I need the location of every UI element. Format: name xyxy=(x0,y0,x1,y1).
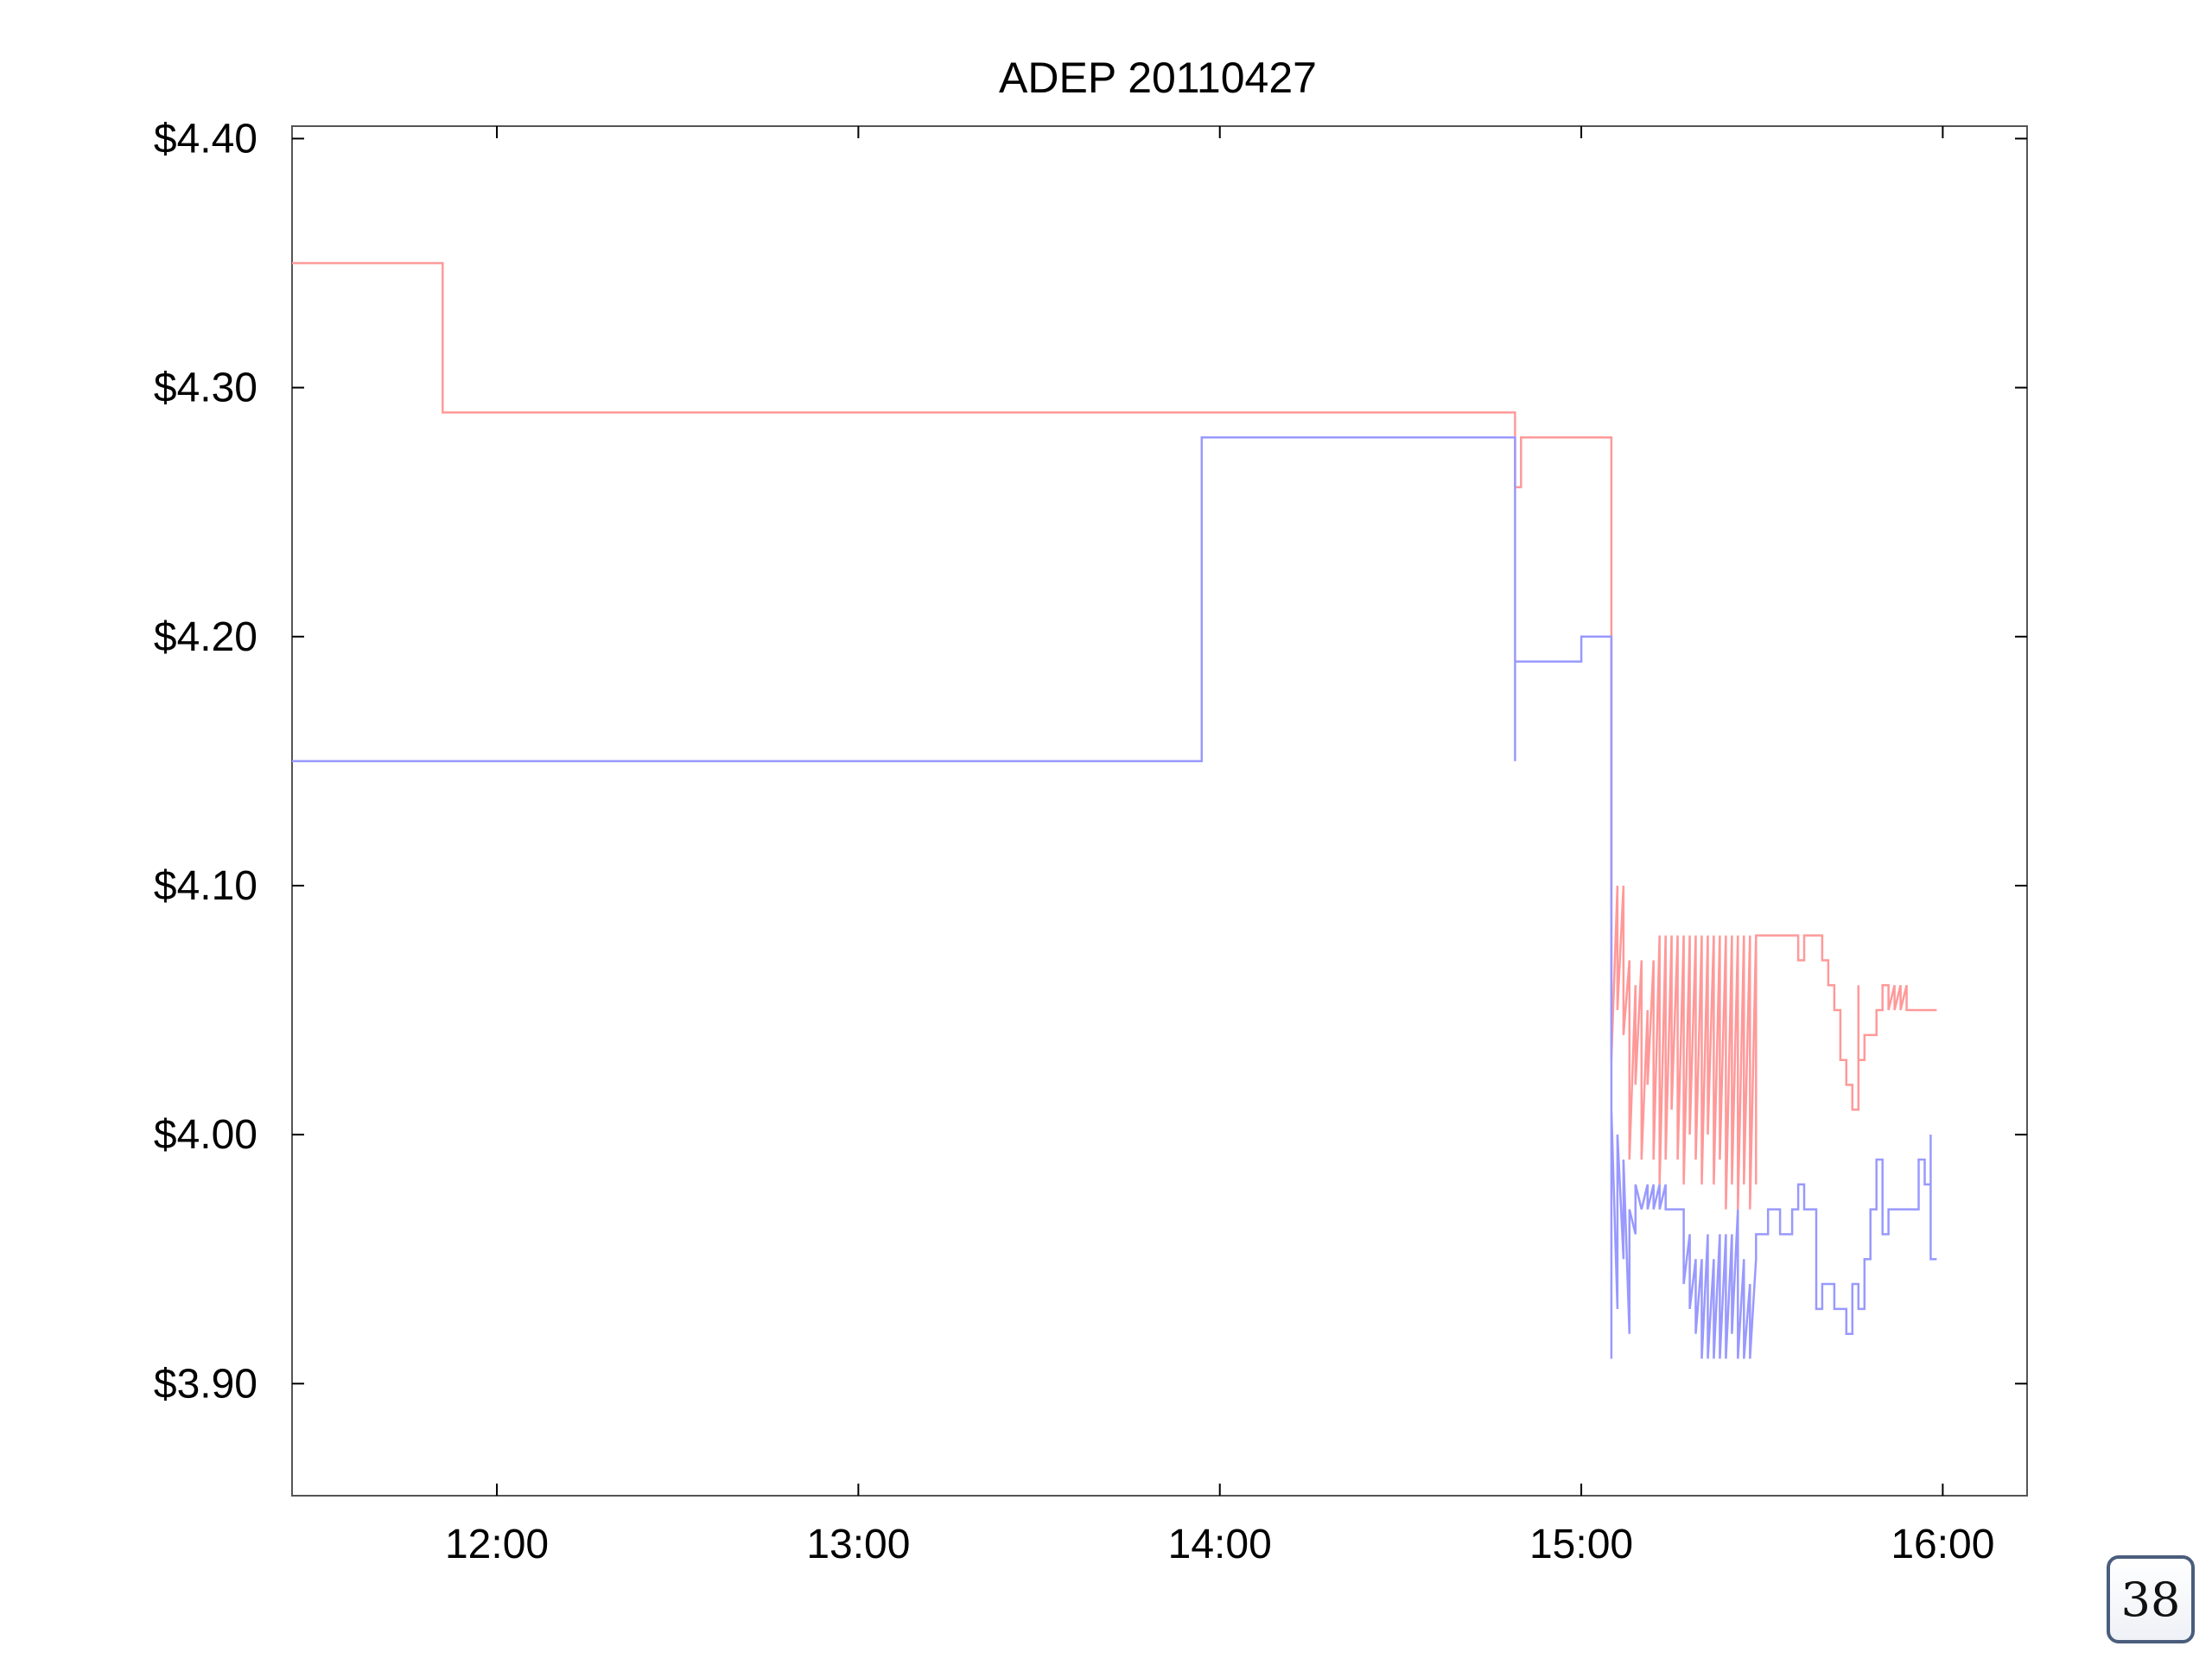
series-line-2 xyxy=(292,435,1937,1359)
axis-ticks xyxy=(292,126,2027,1496)
y-tick-label: $4.00 xyxy=(154,1112,257,1158)
y-tick-label: $4.40 xyxy=(154,116,257,162)
series-layer xyxy=(292,262,1937,1359)
x-tick-label: 16:00 xyxy=(1891,1522,1994,1567)
y-tick-label: $4.10 xyxy=(154,863,257,909)
tick-labels: $4.40 $4.30 $4.20 $4.10 $4.00 $3.90 12:00 13:00… xyxy=(154,116,1995,1567)
series-line-1 xyxy=(292,262,1937,1210)
plot-frame xyxy=(291,125,2028,1497)
y-tick-label: $4.20 xyxy=(154,614,257,660)
x-tick-label: 13:00 xyxy=(806,1522,910,1567)
x-tick-label: 12:00 xyxy=(445,1522,549,1567)
x-tick-label: 14:00 xyxy=(1168,1522,1272,1567)
x-tick-label: 15:00 xyxy=(1529,1522,1633,1567)
slide-number-badge: 38 xyxy=(2107,1555,2195,1643)
y-tick-label: $4.30 xyxy=(154,365,257,411)
slide-number-label: 38 xyxy=(2120,1572,2181,1627)
chart-title: ADEP 20110427 xyxy=(999,54,1317,102)
y-tick-label: $3.90 xyxy=(154,1361,257,1407)
